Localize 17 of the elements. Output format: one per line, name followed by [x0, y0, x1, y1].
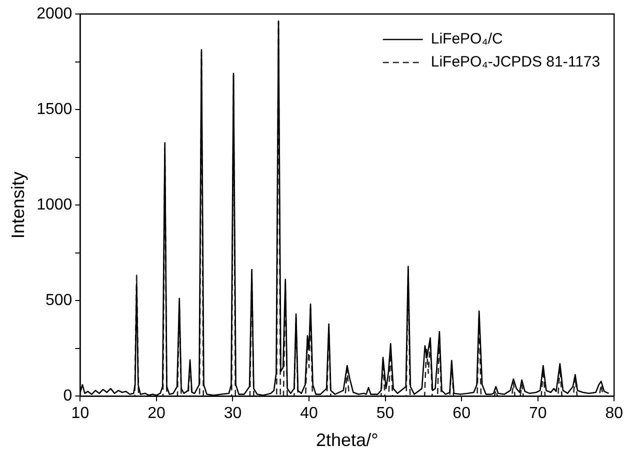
- x-tick-label: 60: [452, 405, 471, 422]
- x-axis-title: 2theta/°: [316, 430, 378, 450]
- x-tick-label: 40: [300, 405, 318, 422]
- x-tick-label: 80: [605, 405, 624, 422]
- y-tick-label: 2000: [36, 5, 72, 22]
- x-tick-label: 50: [376, 405, 394, 422]
- y-tick-label: 1500: [36, 100, 72, 118]
- x-tick-label: 20: [148, 405, 166, 422]
- y-tick-label: 0: [63, 388, 72, 405]
- x-tick-label: 10: [71, 405, 90, 422]
- legend-label: LiFePO₄-JCPDS 81-1173: [430, 54, 600, 71]
- legend-label: LiFePO₄/C: [430, 30, 503, 48]
- y-tick-label: 1000: [36, 196, 72, 214]
- y-axis-title: Intensity: [8, 172, 28, 239]
- x-tick-label: 70: [528, 405, 547, 422]
- y-tick-label: 500: [45, 292, 72, 310]
- x-tick-label: 30: [224, 405, 242, 422]
